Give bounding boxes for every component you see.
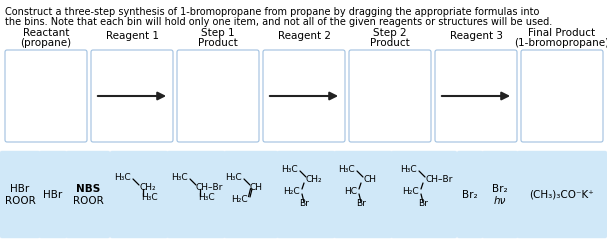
FancyBboxPatch shape	[0, 151, 40, 238]
Text: HBr: HBr	[10, 183, 30, 193]
FancyBboxPatch shape	[177, 50, 259, 142]
Text: NBS: NBS	[76, 183, 100, 193]
FancyBboxPatch shape	[521, 50, 603, 142]
Text: (1-bromopropane): (1-bromopropane)	[515, 38, 607, 48]
Text: H₃C: H₃C	[225, 173, 242, 182]
FancyBboxPatch shape	[334, 151, 392, 238]
FancyBboxPatch shape	[5, 50, 87, 142]
Text: Reactant: Reactant	[23, 28, 69, 38]
Text: hν: hν	[494, 195, 506, 205]
Text: H₃C: H₃C	[141, 193, 158, 203]
Text: Br₂: Br₂	[462, 190, 478, 200]
FancyBboxPatch shape	[110, 151, 168, 238]
Text: Final Product: Final Product	[529, 28, 595, 38]
Text: H₂C: H₂C	[402, 186, 419, 195]
Text: (propane): (propane)	[21, 38, 72, 48]
Text: the bins. Note that each bin will hold only one item, and not all of the given r: the bins. Note that each bin will hold o…	[5, 17, 552, 27]
Text: H₃C: H₃C	[338, 164, 355, 173]
FancyBboxPatch shape	[224, 151, 278, 238]
Text: CH: CH	[363, 175, 376, 184]
Text: Br₂: Br₂	[492, 183, 508, 193]
Text: H₂C: H₂C	[231, 194, 248, 203]
Text: Br: Br	[299, 200, 309, 209]
FancyBboxPatch shape	[66, 151, 110, 238]
Text: H₃C: H₃C	[282, 164, 298, 173]
Text: CH: CH	[250, 183, 263, 192]
Text: CH–Br: CH–Br	[425, 175, 452, 184]
FancyBboxPatch shape	[435, 50, 517, 142]
Text: HBr: HBr	[43, 190, 63, 200]
FancyBboxPatch shape	[482, 151, 518, 238]
FancyBboxPatch shape	[391, 151, 457, 238]
Text: Product: Product	[370, 38, 410, 48]
Text: HC: HC	[344, 186, 357, 195]
Text: (CH₃)₃CO⁻K⁺: (CH₃)₃CO⁻K⁺	[530, 190, 594, 200]
Text: H₃C: H₃C	[198, 193, 215, 203]
FancyBboxPatch shape	[457, 151, 483, 238]
Text: H₃C: H₃C	[171, 173, 188, 182]
FancyBboxPatch shape	[277, 151, 335, 238]
FancyBboxPatch shape	[167, 151, 225, 238]
Text: H₃C: H₃C	[401, 164, 417, 173]
Text: Br: Br	[356, 200, 366, 209]
Text: ROOR: ROOR	[73, 195, 103, 205]
FancyBboxPatch shape	[517, 151, 607, 238]
Text: Step 2: Step 2	[373, 28, 407, 38]
Text: Step 1: Step 1	[201, 28, 235, 38]
Text: Br: Br	[418, 200, 428, 209]
Text: CH₂: CH₂	[306, 175, 323, 184]
FancyBboxPatch shape	[91, 50, 173, 142]
Text: H₂C: H₂C	[283, 186, 300, 195]
FancyBboxPatch shape	[39, 151, 67, 238]
FancyBboxPatch shape	[349, 50, 431, 142]
Text: CH–Br: CH–Br	[196, 183, 223, 192]
Text: Product: Product	[198, 38, 238, 48]
Text: ROOR: ROOR	[5, 195, 35, 205]
Text: Construct a three-step synthesis of 1-bromopropane from propane by dragging the : Construct a three-step synthesis of 1-br…	[5, 7, 540, 17]
Text: CH₂: CH₂	[139, 183, 155, 192]
Text: Reagent 1: Reagent 1	[106, 31, 158, 41]
Text: H₃C: H₃C	[114, 173, 131, 182]
Text: Reagent 3: Reagent 3	[450, 31, 503, 41]
FancyBboxPatch shape	[263, 50, 345, 142]
Text: Reagent 2: Reagent 2	[277, 31, 330, 41]
